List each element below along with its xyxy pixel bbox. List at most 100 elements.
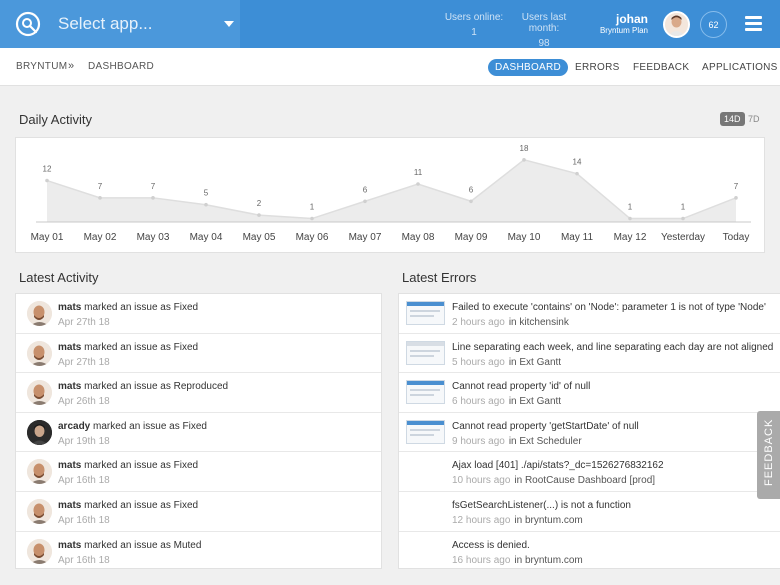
data-point[interactable] [416, 182, 420, 186]
users-online-value: 1 [471, 27, 477, 38]
error-row[interactable]: fsGetSearchListener(...) is not a functi… [399, 492, 780, 532]
data-point[interactable] [98, 196, 102, 200]
data-point[interactable] [628, 216, 632, 221]
data-point[interactable] [522, 158, 526, 162]
users-online-stat: Users online: 1 [444, 12, 504, 38]
feedback-side-tab-label: FEEDBACK [763, 418, 775, 486]
app-select-dropdown[interactable]: Select app... [0, 0, 240, 48]
error-message: Failed to execute 'contains' on 'Node': … [452, 302, 766, 313]
error-row[interactable]: Cannot read property 'getStartDate' of n… [399, 413, 780, 453]
tab-errors[interactable]: ERRORS [575, 62, 620, 73]
activity-text: mats marked an issue as Reproduced [58, 381, 228, 392]
error-message: Cannot read property 'getStartDate' of n… [452, 420, 639, 432]
data-label: 12 [43, 165, 52, 174]
x-tick-label: Yesterday [661, 232, 705, 243]
activity-row[interactable]: arcady marked an issue as Fixed Apr 19th … [16, 413, 381, 453]
data-label: 7 [151, 182, 156, 191]
x-tick-label: May 09 [455, 232, 488, 243]
activity-user[interactable]: mats [58, 341, 82, 353]
data-point[interactable] [363, 199, 367, 204]
error-message: fsGetSearchListener(...) is not a functi… [452, 499, 631, 511]
x-tick-label: May 05 [243, 232, 276, 243]
breadcrumb-current: DASHBOARD [88, 61, 155, 72]
data-point[interactable] [575, 171, 579, 176]
activity-text: mats marked an issue as Fixed [58, 460, 198, 471]
error-location: in bryntum.com [514, 554, 583, 566]
activity-row[interactable]: mats marked an issue as Reproduced Apr 26… [16, 373, 381, 413]
error-message: Access is denied. [452, 539, 530, 551]
data-point[interactable] [151, 196, 155, 200]
x-tick-label: May 02 [84, 232, 117, 243]
error-row[interactable]: Line separating each week, and line sepa… [399, 334, 780, 374]
range-14d-button[interactable]: 14D [720, 112, 745, 126]
tab-dashboard[interactable]: DASHBOARD [488, 59, 569, 76]
activity-row[interactable]: mats marked an issue as Fixed Apr 27th 18 [16, 294, 381, 334]
activity-text: mats marked an issue as Muted [58, 540, 201, 551]
data-point[interactable] [257, 213, 261, 217]
chevron-down-icon[interactable] [224, 21, 234, 27]
x-tick-label: May 03 [137, 232, 170, 243]
error-screenshot-thumbnail[interactable] [406, 380, 445, 405]
data-label: 11 [414, 168, 423, 177]
error-meta: 2 hours ago in kitchensink [452, 317, 569, 328]
error-screenshot-thumbnail[interactable] [406, 301, 445, 325]
activity-row[interactable]: mats marked an issue as Fixed Apr 27th 18 [16, 334, 381, 374]
arcady-avatar [27, 419, 52, 445]
error-screenshot-thumbnail[interactable] [406, 419, 445, 444]
activity-action: marked an issue as Fixed [93, 420, 207, 432]
data-label: 6 [363, 185, 368, 194]
error-meta: 5 hours ago in Ext Gantt [452, 357, 561, 368]
users-online-label: Users online: [444, 12, 504, 23]
data-label: 6 [469, 185, 474, 194]
activity-user[interactable]: mats [58, 499, 82, 511]
activity-action: marked an issue as Fixed [84, 341, 199, 353]
user-avatar[interactable] [663, 11, 690, 38]
x-tick-label: May 08 [402, 232, 435, 243]
activity-user[interactable]: mats [58, 302, 82, 313]
activity-date: Apr 26th 18 [58, 396, 110, 408]
tab-feedback[interactable]: FEEDBACK [633, 62, 690, 73]
error-time: 10 hours ago [452, 475, 511, 487]
mats-avatar [27, 538, 52, 564]
x-tick-label: May 01 [31, 232, 64, 243]
data-point[interactable] [204, 202, 208, 207]
data-point[interactable] [45, 178, 49, 183]
error-message: Cannot read property 'id' of null [452, 381, 591, 393]
error-time: 16 hours ago [452, 554, 511, 566]
activity-user[interactable]: mats [58, 381, 82, 393]
data-label: 7 [734, 182, 739, 191]
error-row[interactable]: Access is denied. 16 hours ago in bryntum.… [399, 532, 780, 568]
error-row[interactable]: Ajax load [401] ./api/stats?_dc=15262768… [399, 452, 780, 492]
data-point[interactable] [310, 216, 314, 221]
feedback-side-tab[interactable]: FEEDBACK [757, 411, 780, 499]
activity-row[interactable]: mats marked an issue as Fixed Apr 16th 18 [16, 492, 381, 532]
activity-row[interactable]: mats marked an issue as Muted Apr 16th 18 [16, 532, 381, 568]
tab-applications[interactable]: APPLICATIONS [702, 62, 778, 73]
activity-user[interactable]: arcady [58, 420, 91, 432]
mats-avatar [27, 459, 52, 485]
activity-user[interactable]: mats [58, 460, 82, 472]
user-name[interactable]: johan [616, 12, 648, 26]
hamburger-menu-icon[interactable] [745, 16, 762, 31]
error-screenshot-thumbnail[interactable] [406, 340, 445, 365]
activity-user[interactable]: mats [58, 539, 82, 551]
data-point[interactable] [469, 199, 473, 204]
mats-avatar [27, 340, 52, 366]
data-point[interactable] [734, 196, 738, 200]
activity-date: Apr 16th 18 [58, 475, 110, 487]
activity-action: marked an issue as Muted [84, 539, 202, 551]
notification-count-badge[interactable]: 62 [700, 11, 727, 38]
error-row[interactable]: Cannot read property 'id' of null 6 hours… [399, 373, 780, 413]
activity-text: mats marked an issue as Fixed [58, 342, 198, 353]
top-bar: Select app... Users online: 1 Users last… [0, 0, 780, 49]
daily-activity-title: Daily Activity [19, 112, 92, 127]
range-7d-button[interactable]: 7D [748, 114, 760, 124]
breadcrumb-root[interactable]: BRYNTUM [16, 61, 68, 72]
breadcrumb-separator-icon: » [68, 60, 75, 72]
data-label: 1 [628, 203, 633, 212]
activity-row[interactable]: mats marked an issue as Fixed Apr 16th 18 [16, 452, 381, 492]
x-tick-label: Today [723, 232, 750, 243]
error-row[interactable]: Failed to execute 'contains' on 'Node': … [399, 294, 780, 334]
data-point[interactable] [681, 216, 685, 221]
daily-activity-chart: 12 May 01 7 May 02 7 May 03 5 May 04 2 May 05 1 May… [15, 137, 765, 253]
